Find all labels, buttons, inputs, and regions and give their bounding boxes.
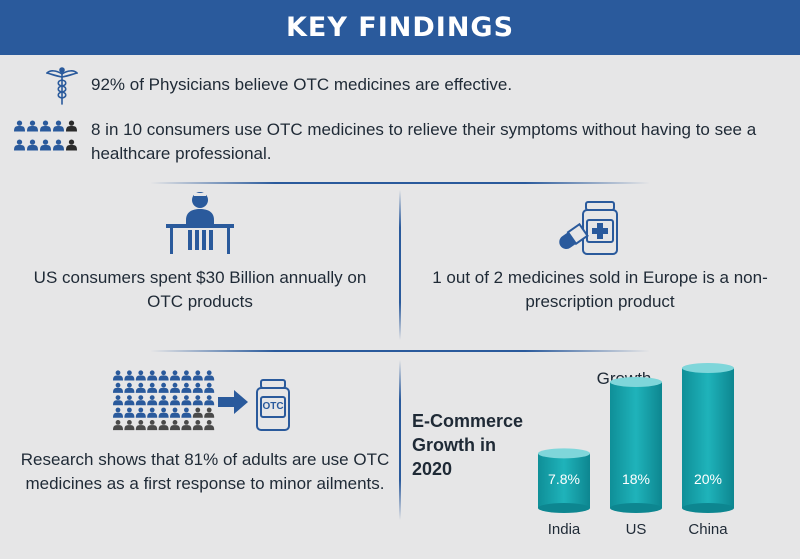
ecommerce-title-line3: 2020 — [412, 459, 453, 479]
bar-value-label: 20% — [694, 471, 722, 487]
us-spend-text: US consumers spent $30 Billion annually … — [33, 268, 367, 311]
pill-bottle-icon — [559, 201, 618, 255]
bar-value-label: 7.8% — [548, 471, 580, 487]
crowd-icon — [113, 370, 215, 431]
research-text: Research shows that 81% of adults are us… — [20, 450, 390, 493]
divider-top — [150, 182, 650, 184]
divider-middle — [150, 350, 650, 352]
arrow-right-icon — [218, 390, 248, 414]
category-label-china: China — [688, 521, 728, 538]
bar-value-label: 18% — [622, 471, 650, 487]
people-group-icon — [14, 120, 77, 151]
page-title: KEY FINDINGS — [285, 12, 515, 43]
otc-bottle-icon: OTC — [254, 378, 292, 432]
growth-chart: 7.8% 18% 20% — [538, 363, 734, 513]
otc-label: OTC — [262, 401, 284, 412]
ecommerce-title-line1: E-Commerce — [412, 411, 524, 431]
physicians-text: 92% of Physicians believe OTC medicines … — [91, 75, 513, 94]
europe-text: 1 out of 2 medicines sold in Europe is a… — [432, 268, 768, 311]
divider-vertical-bottom — [399, 360, 401, 520]
bar-us: 18% — [610, 377, 662, 513]
ecommerce-title: E-Commerce Growth in 2020 — [412, 409, 523, 481]
bar-india: 7.8% — [538, 448, 590, 513]
caduceus-icon — [46, 67, 78, 105]
bar-china: 20% — [682, 363, 734, 513]
header-banner: KEY FINDINGS — [0, 0, 800, 55]
category-label-us: US — [625, 521, 647, 538]
divider-vertical-top — [399, 190, 401, 340]
consumers-text: 8 in 10 consumers use OTC medicines to r… — [91, 120, 757, 163]
category-label-india: India — [547, 521, 581, 538]
person-at-desk-icon — [166, 192, 234, 254]
ecommerce-title-line2: Growth in — [412, 435, 496, 455]
